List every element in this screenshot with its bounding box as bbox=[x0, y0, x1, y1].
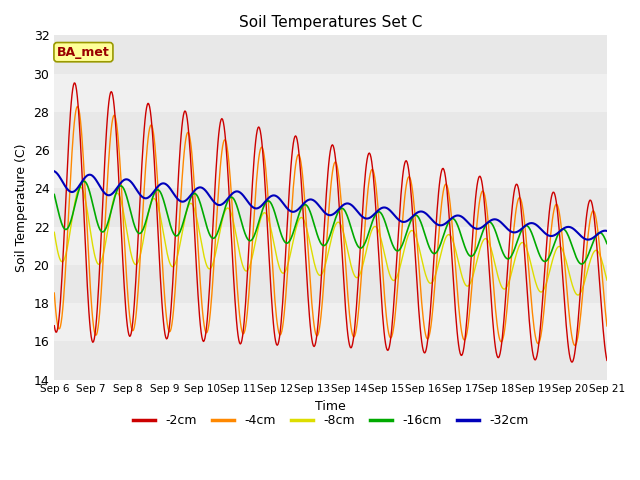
Bar bbox=[54, 227, 607, 265]
X-axis label: Time: Time bbox=[316, 400, 346, 413]
Bar bbox=[54, 36, 607, 73]
Bar bbox=[54, 188, 607, 227]
Bar bbox=[54, 73, 607, 112]
Legend: -2cm, -4cm, -8cm, -16cm, -32cm: -2cm, -4cm, -8cm, -16cm, -32cm bbox=[127, 409, 534, 432]
Title: Soil Temperatures Set C: Soil Temperatures Set C bbox=[239, 15, 422, 30]
Y-axis label: Soil Temperature (C): Soil Temperature (C) bbox=[15, 143, 28, 272]
Text: BA_met: BA_met bbox=[57, 46, 110, 59]
Bar bbox=[54, 150, 607, 188]
Bar bbox=[54, 265, 607, 303]
Bar bbox=[54, 303, 607, 341]
Bar bbox=[54, 112, 607, 150]
Bar bbox=[54, 341, 607, 380]
